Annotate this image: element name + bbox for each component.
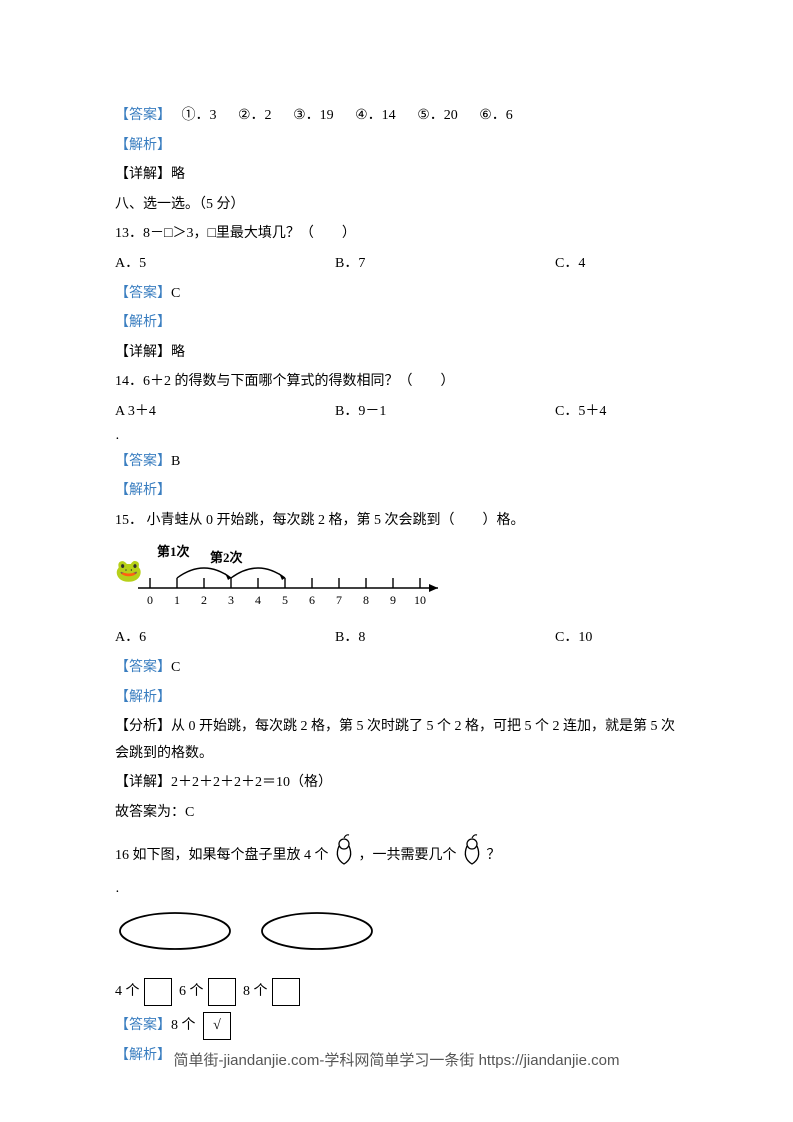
answer-check-box: √ xyxy=(203,1012,231,1040)
q14-choice-c[interactable]: C．5＋4 xyxy=(555,399,675,426)
q14-stem: 14．6＋2 的得数与下面哪个算式的得数相同？（ ） xyxy=(115,369,678,396)
q16-stem: 16 如下图，如果每个盘子里放 4 个 ，一共需要几个 ？ xyxy=(115,832,678,881)
q14-answer: 【答案】B xyxy=(115,449,678,476)
q14-answer-value: B xyxy=(171,454,180,469)
q15-choices: A．6 B．8 C．10 xyxy=(115,625,678,652)
q15-answer-value: C xyxy=(171,660,180,675)
jiexi-label: 【解析】 xyxy=(115,310,678,337)
q14-choice-a[interactable]: A 3＋4 xyxy=(115,399,335,426)
q15-therefore: 故答案为：C xyxy=(115,800,678,827)
q15-choice-a[interactable]: A．6 xyxy=(115,625,335,652)
q16-mid: ，一共需要几个 xyxy=(359,843,457,870)
q16-answer-text: 8 个 xyxy=(171,1018,196,1033)
q13-choices: A．5 B．7 C．4 xyxy=(115,251,678,278)
svg-text:3: 3 xyxy=(228,593,234,607)
ans-item-4: ④．14 xyxy=(355,108,396,123)
q15-choice-c[interactable]: C．10 xyxy=(555,625,675,652)
jiexi-label: 【解析】 xyxy=(115,133,678,160)
opt8-box[interactable] xyxy=(272,978,300,1006)
plates-row xyxy=(115,909,678,964)
jiexi-label: 【解析】 xyxy=(115,685,678,712)
opt6-box[interactable] xyxy=(208,978,236,1006)
svg-text:5: 5 xyxy=(282,593,288,607)
q16-answer: 【答案】8 个 √ xyxy=(115,1012,678,1040)
ans-item-5: ⑤．20 xyxy=(417,108,458,123)
svg-text:2: 2 xyxy=(201,593,207,607)
q16-pre: 16 如下图，如果每个盘子里放 4 个 xyxy=(115,843,329,870)
pear-icon xyxy=(457,832,487,881)
q13-choice-a[interactable]: A．5 xyxy=(115,251,335,278)
plate-icon xyxy=(257,909,377,964)
opt8-label: 8 个 xyxy=(243,984,268,999)
q14-choices: A 3＋4 B．9－1 C．5＋4 xyxy=(115,399,678,426)
answer-label: 【答案】 xyxy=(115,286,171,301)
ans-item-6: ⑥．6 xyxy=(479,108,513,123)
q14-dot: ． xyxy=(115,427,678,446)
q16-dot: ． xyxy=(115,880,678,899)
svg-text:4: 4 xyxy=(255,593,261,607)
answer-label: 【答案】 xyxy=(115,454,171,469)
q16-options: 4 个 6 个 8 个 xyxy=(115,978,678,1006)
q13-answer: 【答案】C xyxy=(115,281,678,308)
detail-omit: 【详解】略 xyxy=(115,162,678,189)
q12-answer: 【答案】 ①．3 ②．2 ③．19 ④．14 ⑤．20 ⑥．6 xyxy=(115,103,678,130)
q16-post: ？ xyxy=(487,843,501,870)
number-line-svg: 0 1 2 3 4 5 6 7 8 9 10 xyxy=(130,560,460,615)
q15-analysis: 【分析】从 0 开始跳，每次跳 2 格，第 5 次时跳了 5 个 2 格，可把 … xyxy=(115,714,678,767)
q15-detail: 【详解】2＋2＋2＋2＋2＝10（格） xyxy=(115,770,678,797)
q13-choice-b[interactable]: B．7 xyxy=(335,251,555,278)
q13-choice-c[interactable]: C．4 xyxy=(555,251,675,278)
q15-stem: 15． 小青蛙从 0 开始跳，每次跳 2 格，第 5 次会跳到（ ）格。 xyxy=(115,508,678,535)
opt4-box[interactable] xyxy=(144,978,172,1006)
svg-text:9: 9 xyxy=(390,593,396,607)
q13-stem: 13．8－□＞3，□里最大填几？（ ） xyxy=(115,221,678,248)
ans-item-1: ①．3 xyxy=(182,108,217,123)
svg-text:6: 6 xyxy=(309,593,315,607)
detail-omit: 【详解】略 xyxy=(115,340,678,367)
ans-item-3: ③．19 xyxy=(293,108,334,123)
page-footer: 简单街-jiandanjie.com-学科网简单学习一条街 https://ji… xyxy=(0,1049,793,1070)
pear-icon xyxy=(329,832,359,881)
answer-label: 【答案】 xyxy=(115,108,171,123)
section-8-title: 八、选一选。（5 分） xyxy=(115,192,678,219)
answer-label: 【答案】 xyxy=(115,660,171,675)
svg-text:8: 8 xyxy=(363,593,369,607)
plate-icon xyxy=(115,909,235,964)
svg-text:1: 1 xyxy=(174,593,180,607)
number-line-diagram: 🐸 第1次 第2次 012345678910 xyxy=(115,540,678,615)
svg-text:10: 10 xyxy=(414,593,426,607)
svg-text:0: 0 xyxy=(147,593,153,607)
q15-choice-b[interactable]: B．8 xyxy=(335,625,555,652)
ans-item-2: ②．2 xyxy=(238,108,272,123)
opt6-label: 6 个 xyxy=(179,984,204,999)
jiexi-label: 【解析】 xyxy=(115,478,678,505)
answer-label: 【答案】 xyxy=(115,1018,171,1033)
q13-answer-value: C xyxy=(171,286,180,301)
svg-text:7: 7 xyxy=(336,593,342,607)
q14-choice-b[interactable]: B．9－1 xyxy=(335,399,555,426)
q15-answer: 【答案】C xyxy=(115,655,678,682)
opt4-label: 4 个 xyxy=(115,984,140,999)
